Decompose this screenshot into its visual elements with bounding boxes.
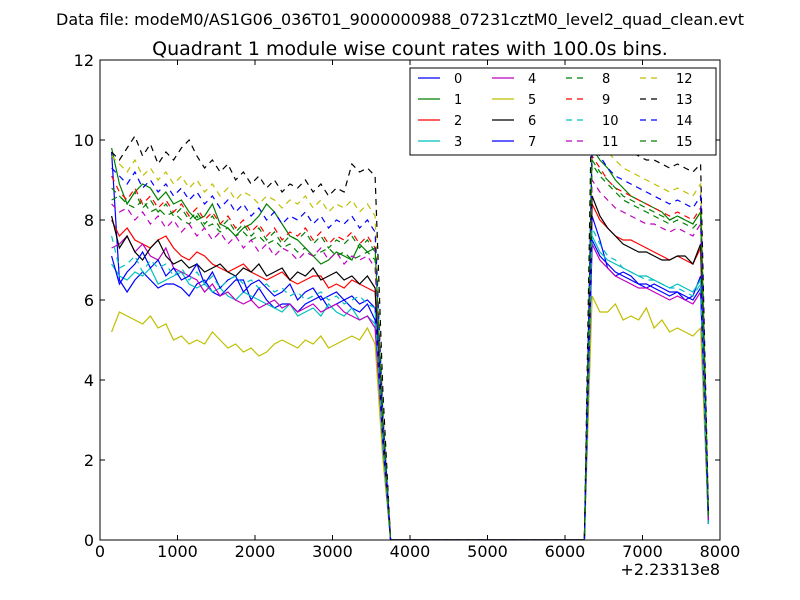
y-tick-label: 0 — [84, 531, 94, 550]
x-tick-label: 5000 — [467, 542, 508, 561]
legend-entry-3: 3 — [418, 135, 462, 150]
legend-label: 2 — [454, 114, 462, 129]
series-line-9 — [111, 154, 709, 540]
x-tick-label: 4000 — [390, 542, 431, 561]
series-line-8 — [111, 162, 709, 540]
series-line-4 — [111, 234, 709, 540]
x-tick-label: 7000 — [622, 542, 663, 561]
legend-label: 10 — [602, 114, 619, 129]
legend-label: 6 — [528, 114, 536, 129]
legend-entry-8: 8 — [566, 72, 610, 87]
x-axis: 0 1000 2000 3000 4000 5000 6000 7000 8000 — [95, 60, 740, 561]
series-line-15 — [111, 158, 709, 540]
legend-entry-2: 2 — [418, 114, 462, 129]
legend-entry-0: 0 — [418, 72, 462, 87]
x-tick-label: 0 — [95, 542, 105, 561]
legend-entry-14: 14 — [640, 114, 693, 129]
series-line-10 — [111, 227, 709, 540]
y-tick-label: 4 — [84, 371, 94, 390]
legend-label: 14 — [676, 114, 693, 129]
legend-entry-9: 9 — [566, 93, 610, 108]
legend-entry-4: 4 — [492, 72, 536, 87]
x-offset-label: +2.23313e8 — [620, 560, 720, 579]
legend-entry-6: 6 — [492, 114, 536, 129]
series-group — [111, 71, 709, 540]
plot-area: 0 1000 2000 3000 4000 5000 6000 7000 8000 0 2 4 6 8 1… — [74, 51, 741, 579]
y-tick-label: 10 — [74, 131, 94, 150]
series-line-12 — [111, 130, 709, 540]
legend-label: 4 — [528, 72, 536, 87]
legend-label: 0 — [454, 72, 462, 87]
series-line-7 — [111, 239, 709, 540]
legend-entry-12: 12 — [640, 72, 693, 87]
x-tick-label: 3000 — [312, 542, 353, 561]
series-line-2 — [111, 203, 709, 540]
x-tick-label: 8000 — [700, 542, 741, 561]
legend-entry-1: 1 — [418, 93, 462, 108]
legend-entry-13: 13 — [640, 93, 693, 108]
legend-entry-15: 15 — [640, 135, 693, 150]
legend-box — [409, 67, 717, 156]
legend-label: 13 — [676, 93, 693, 108]
legend-label: 8 — [602, 72, 610, 87]
y-tick-label: 2 — [84, 451, 94, 470]
legend-label: 1 — [454, 93, 462, 108]
legend-entry-5: 5 — [492, 93, 536, 108]
series-line-6 — [111, 195, 709, 540]
legend-label: 12 — [676, 72, 693, 87]
x-tick-label: 1000 — [157, 542, 198, 561]
legend-label: 3 — [454, 135, 462, 150]
x-tick-label: 6000 — [545, 542, 586, 561]
legend-entry-7: 7 — [492, 135, 536, 150]
y-tick-label: 12 — [74, 51, 94, 70]
legend-label: 15 — [676, 135, 693, 150]
y-tick-label: 8 — [84, 211, 94, 230]
series-line-14 — [111, 142, 709, 540]
series-line-0 — [111, 151, 709, 540]
legend-label: 5 — [528, 93, 536, 108]
legend-label: 11 — [602, 135, 619, 150]
y-tick-label: 6 — [84, 291, 94, 310]
chart-suptitle: Data file: modeM0/AS1G06_036T01_90000009… — [56, 10, 744, 30]
legend-label: 9 — [602, 93, 610, 108]
legend-entry-11: 11 — [566, 135, 619, 150]
chart-title: Quadrant 1 module wise count rates with … — [152, 38, 668, 60]
series-line-3 — [111, 235, 709, 540]
series-line-1 — [111, 146, 709, 540]
legend-label: 7 — [528, 135, 536, 150]
x-tick-label: 2000 — [235, 542, 276, 561]
series-line-11 — [111, 178, 709, 540]
series-line-5 — [111, 295, 709, 540]
legend-entry-10: 10 — [566, 114, 619, 129]
